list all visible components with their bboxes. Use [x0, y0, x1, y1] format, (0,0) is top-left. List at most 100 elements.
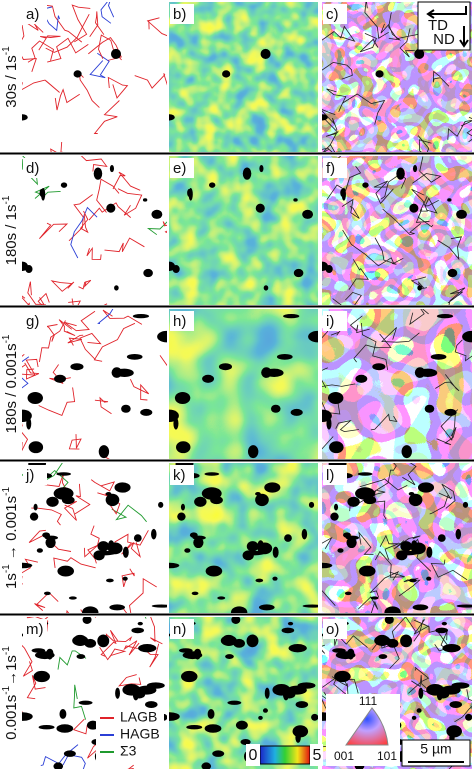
boundary [96, 178, 120, 213]
row-label: 1s-1 → 0.001s-1 [1, 487, 20, 589]
particle [270, 404, 281, 413]
particle [411, 715, 417, 720]
boundary [38, 35, 61, 51]
boundary [89, 11, 105, 38]
row-label: 0.001s-1→1s-1 [1, 646, 20, 740]
boundary [409, 309, 429, 326]
boundary [454, 339, 472, 362]
particle [436, 687, 443, 701]
panel-letter: m) [26, 621, 44, 638]
particle [302, 604, 318, 608]
row-label-part: → 0.001s [3, 496, 20, 564]
letter-bg [23, 465, 47, 485]
particle [212, 750, 225, 757]
row-label-part: 30s / 1s [3, 55, 20, 108]
boundary [38, 320, 66, 363]
boundary [417, 135, 432, 152]
panel-letter: i) [326, 313, 334, 330]
particle [180, 503, 185, 511]
map-panel: l) [322, 463, 472, 613]
particle [326, 417, 332, 430]
particle [264, 482, 281, 493]
colorbar-bar [259, 745, 311, 765]
boundary [382, 208, 422, 235]
particle [436, 313, 454, 319]
particle [302, 209, 314, 219]
particle [325, 265, 333, 273]
boundary [39, 222, 69, 240]
boundary [73, 684, 87, 720]
boundary [381, 327, 420, 343]
particle [122, 546, 129, 558]
colorbar-bg [246, 744, 260, 766]
particle [374, 635, 391, 646]
particle [57, 565, 74, 577]
particle [39, 188, 45, 198]
particle [25, 265, 33, 273]
boundary [71, 4, 91, 43]
boundary [111, 504, 147, 523]
particle [281, 627, 295, 634]
boundary [388, 12, 423, 40]
particle [218, 363, 233, 371]
row-label-part: →1s [3, 655, 20, 686]
particle [362, 182, 369, 188]
particle [242, 550, 254, 561]
boundary [86, 246, 102, 260]
boundary [123, 640, 140, 656]
boundary [332, 291, 362, 305]
map-bg [169, 156, 318, 305]
map-bg [22, 309, 167, 459]
particle [240, 738, 251, 745]
boundary [454, 689, 472, 723]
boundary [374, 550, 405, 578]
particle [174, 392, 191, 405]
particle [121, 404, 131, 413]
ipf-key: 111 001 101 [326, 694, 400, 766]
scale-bar: 5 µm [401, 739, 471, 767]
particle [293, 198, 298, 202]
boundary [373, 463, 397, 493]
letter-bg [23, 311, 47, 331]
boundary [414, 619, 448, 646]
particle [400, 541, 413, 552]
particle [451, 682, 470, 689]
particle [107, 542, 123, 555]
legend-label: Σ3 [120, 743, 137, 759]
particle [375, 70, 384, 78]
particle [29, 512, 39, 521]
map-panel: i) [322, 309, 472, 459]
particle [126, 353, 143, 360]
particle [345, 535, 360, 540]
particle [115, 687, 120, 699]
particle [384, 617, 394, 624]
panel-letter: c) [326, 6, 339, 23]
row-label: 180s / 1s-1 [1, 195, 20, 265]
boundary [26, 675, 46, 700]
arrow [459, 26, 469, 48]
boundary [79, 332, 102, 360]
boundary [447, 287, 466, 305]
particle [255, 578, 264, 583]
particle [109, 165, 115, 173]
particle [287, 621, 294, 626]
letter-bg [170, 158, 194, 178]
boundary [68, 298, 82, 305]
particle [408, 492, 415, 496]
boundary [436, 427, 457, 446]
particle [258, 604, 275, 611]
boundary [112, 171, 141, 191]
boundary [162, 221, 167, 234]
particle [355, 487, 375, 500]
particle [297, 682, 316, 689]
particle [272, 546, 279, 558]
ipf-label: 001 [334, 749, 354, 763]
particle [60, 182, 68, 188]
row-label-part: -1 [1, 564, 12, 573]
particle [27, 392, 43, 405]
map-bg [169, 463, 318, 613]
particle [330, 512, 339, 521]
particle [292, 725, 309, 738]
boundary [335, 419, 359, 433]
boundary [358, 596, 379, 613]
